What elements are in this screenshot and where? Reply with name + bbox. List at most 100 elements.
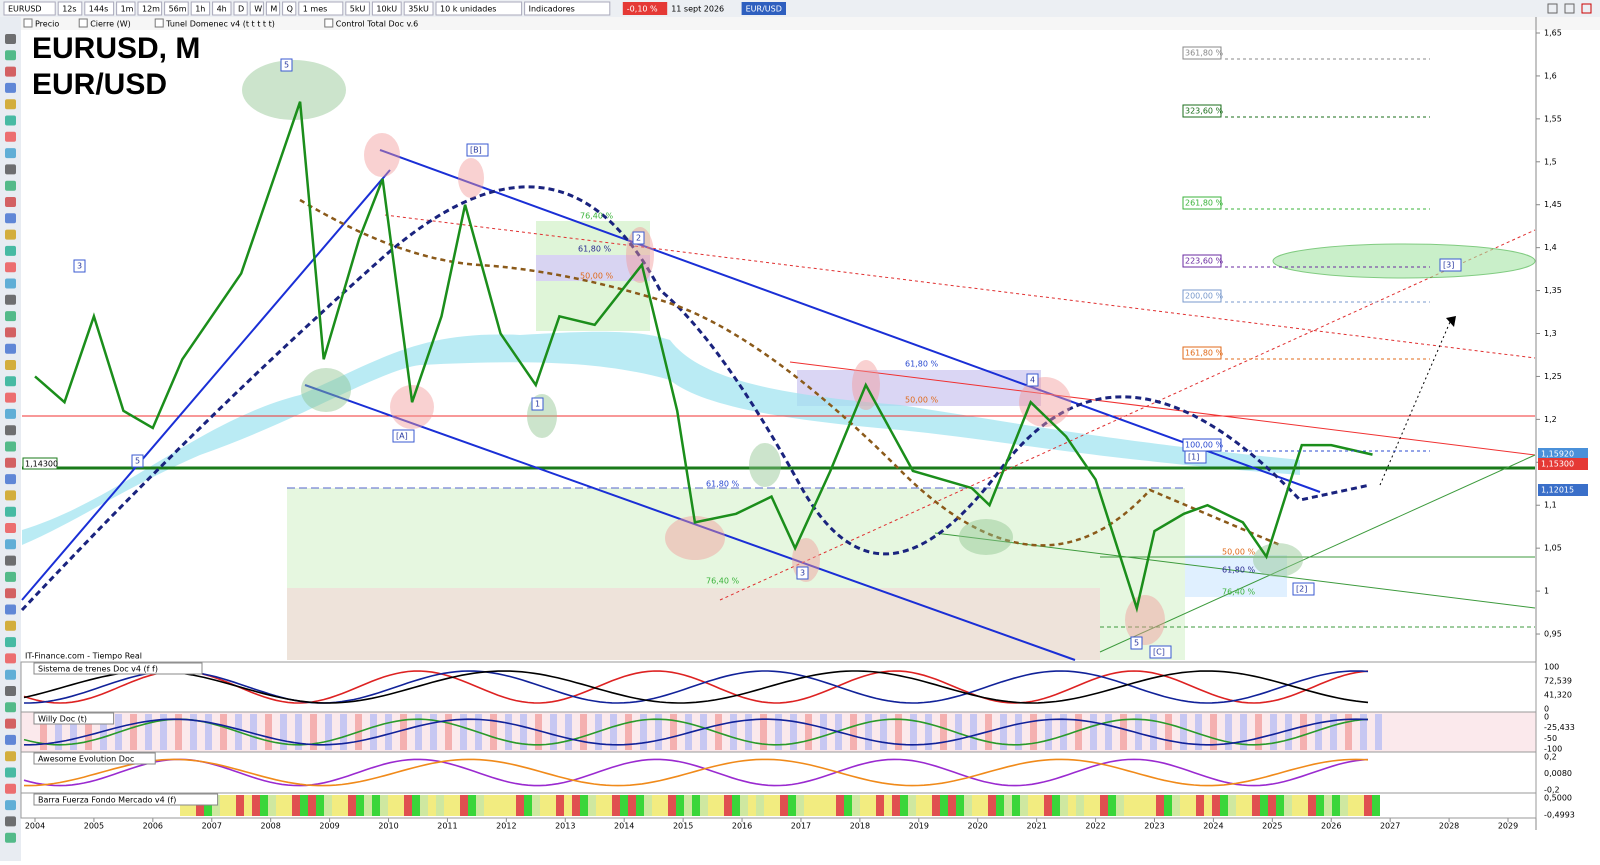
button-label[interactable]: 5kU (350, 5, 366, 14)
button-label[interactable]: Indicadores (529, 5, 575, 14)
legend-item[interactable]: Cierre (W) (90, 20, 131, 29)
button-label[interactable]: 4h (217, 5, 227, 14)
toolbar-button[interactable] (265, 1, 281, 16)
tool-icon[interactable] (5, 767, 16, 778)
toolbar-button[interactable] (116, 1, 136, 16)
tool-icon[interactable] (5, 99, 16, 110)
toolbar-button[interactable] (435, 1, 523, 16)
button-label[interactable]: 10kU (376, 5, 397, 14)
tool-icon[interactable] (5, 718, 16, 729)
button-label[interactable]: 144s (89, 5, 108, 14)
toolbar-button[interactable] (249, 1, 264, 16)
tool-icon[interactable] (5, 213, 16, 224)
tool-icon[interactable] (5, 832, 16, 843)
tool-icon[interactable] (5, 392, 16, 403)
tool-icon[interactable] (5, 245, 16, 256)
tool-icon[interactable] (5, 588, 16, 599)
tool-icon[interactable] (5, 555, 16, 566)
tool-icon[interactable] (5, 197, 16, 207)
legend-check[interactable] (154, 18, 164, 28)
button-label[interactable]: 10 k unidades (440, 5, 496, 14)
tool-icon[interactable] (5, 360, 16, 370)
legend-check[interactable] (324, 18, 334, 28)
tool-icon[interactable] (5, 229, 16, 240)
tool-icon[interactable] (5, 571, 16, 582)
button-label[interactable]: W (254, 5, 262, 14)
toolbar-button[interactable] (212, 1, 232, 16)
tool-icon[interactable] (5, 539, 16, 550)
tool-icon[interactable] (5, 702, 16, 713)
button-label[interactable]: 1 mes (303, 5, 328, 14)
toolbar-button[interactable] (57, 1, 83, 16)
button-label[interactable]: 12s (62, 5, 76, 14)
toolbar-button[interactable] (524, 1, 611, 16)
legend-check[interactable] (78, 18, 88, 28)
tool-icon[interactable] (5, 686, 16, 696)
legend-item[interactable]: Precio (35, 20, 59, 29)
tool-icon[interactable] (5, 148, 16, 159)
tool-icon[interactable] (5, 343, 16, 354)
button-label[interactable]: M (270, 5, 277, 14)
button-label[interactable]: 1m (121, 5, 134, 14)
tool-icon[interactable] (5, 783, 16, 794)
tool-icon[interactable] (5, 523, 16, 533)
price-line (34, 101, 1373, 614)
strength-bar (444, 795, 452, 816)
toolbar-button[interactable] (190, 1, 211, 16)
toolbar-button[interactable] (371, 1, 402, 16)
tool-icon[interactable] (5, 734, 16, 745)
tool-icon[interactable] (5, 800, 16, 811)
tool-icon[interactable] (5, 131, 16, 142)
toolbar-button[interactable] (84, 1, 115, 16)
tool-icon[interactable] (5, 506, 16, 517)
tool-icon[interactable] (5, 34, 16, 44)
tool-icon[interactable] (5, 262, 16, 273)
strength-bar (796, 795, 804, 816)
tool-icon[interactable] (5, 180, 16, 191)
toolbar-button[interactable] (233, 1, 248, 16)
tool-icon[interactable] (5, 816, 16, 827)
window-control[interactable] (1564, 3, 1575, 14)
window-control[interactable] (1547, 3, 1558, 14)
button-label[interactable]: 56m (169, 5, 187, 14)
tool-icon[interactable] (5, 637, 16, 648)
button-label[interactable]: EURUSD (8, 5, 42, 14)
toolbar-button[interactable] (137, 1, 163, 16)
tool-icon[interactable] (5, 66, 16, 77)
tool-icon[interactable] (5, 441, 16, 452)
tool-icon[interactable] (5, 376, 16, 387)
tool-icon[interactable] (5, 669, 16, 680)
tool-icon[interactable] (5, 327, 16, 338)
tool-icon[interactable] (5, 115, 16, 126)
button-label[interactable]: D (238, 5, 244, 14)
tool-icon[interactable] (5, 311, 16, 322)
button-label[interactable]: Q (287, 5, 293, 14)
tool-icon[interactable] (5, 408, 16, 419)
tool-icon[interactable] (5, 653, 16, 664)
button-label[interactable]: 12m (142, 5, 160, 14)
window-control[interactable] (1581, 3, 1592, 14)
tool-icon[interactable] (5, 278, 16, 289)
toolbar-button[interactable] (282, 1, 297, 16)
toolbar-button[interactable] (345, 1, 370, 16)
tool-icon[interactable] (5, 620, 16, 631)
tool-icon[interactable] (5, 490, 16, 501)
legend-item[interactable]: Tunel Domenec v4 (t t t t t) (165, 20, 275, 29)
toolbar-button[interactable] (298, 1, 344, 16)
legend-check[interactable] (23, 18, 33, 28)
tool-icon[interactable] (5, 425, 16, 436)
tool-icon[interactable] (5, 294, 16, 305)
tool-icon[interactable] (5, 50, 16, 61)
tool-icon[interactable] (5, 751, 16, 762)
tool-icon[interactable] (5, 164, 16, 175)
tool-icon[interactable] (5, 457, 16, 468)
tool-icon[interactable] (5, 82, 16, 93)
toolbar-button[interactable] (164, 1, 189, 16)
toolbar-button[interactable] (403, 1, 434, 16)
button-label[interactable]: 1h (195, 5, 205, 14)
tool-icon[interactable] (5, 474, 16, 485)
tool-icon[interactable] (5, 604, 16, 615)
button-label[interactable]: 35kU (408, 5, 429, 14)
toolbar-button[interactable] (3, 1, 56, 16)
legend-item[interactable]: Control Total Doc v.6 (336, 20, 418, 29)
